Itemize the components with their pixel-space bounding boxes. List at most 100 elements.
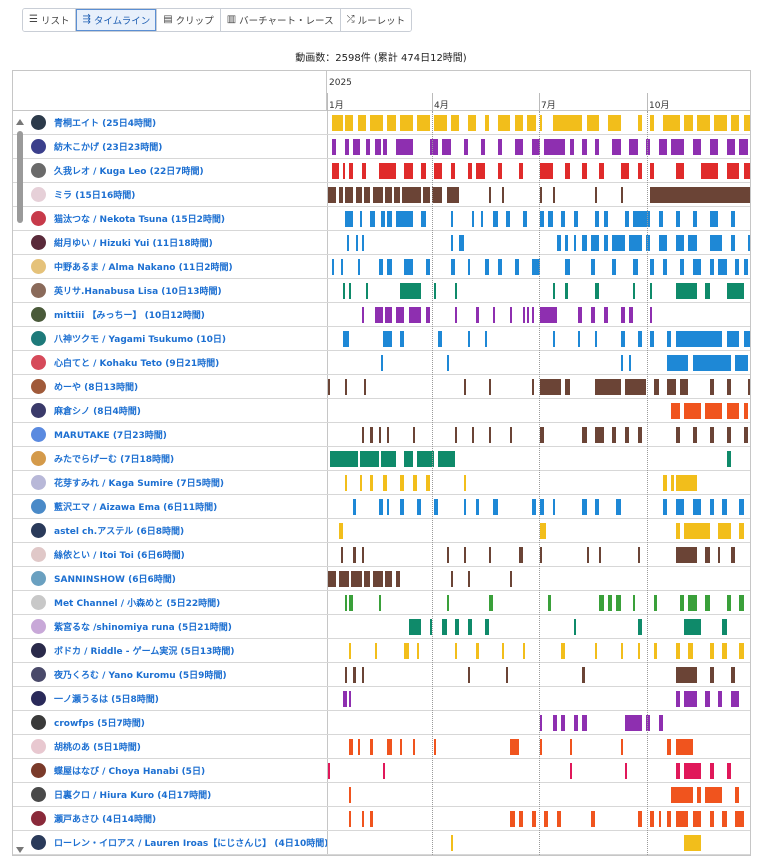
video-mark[interactable] xyxy=(692,139,702,155)
video-mark[interactable] xyxy=(675,523,680,539)
video-mark[interactable] xyxy=(650,811,655,827)
video-mark[interactable] xyxy=(599,163,604,179)
video-mark[interactable] xyxy=(349,691,352,707)
video-mark[interactable] xyxy=(412,739,415,755)
video-mark[interactable] xyxy=(366,139,371,155)
video-mark[interactable] xyxy=(540,715,543,731)
video-mark[interactable] xyxy=(573,715,579,731)
video-mark[interactable] xyxy=(404,259,413,275)
video-mark[interactable] xyxy=(338,523,343,539)
video-mark[interactable] xyxy=(679,379,689,395)
video-mark[interactable] xyxy=(421,163,426,179)
video-mark[interactable] xyxy=(569,763,572,779)
scroll-down-arrow-icon[interactable] xyxy=(16,847,24,853)
view-tab-bar-chart[interactable]: ▥ バーチャート・レース xyxy=(220,9,341,31)
video-mark[interactable] xyxy=(385,307,392,323)
video-mark[interactable] xyxy=(450,235,454,251)
video-mark[interactable] xyxy=(658,811,661,827)
video-mark[interactable] xyxy=(726,283,744,299)
video-mark[interactable] xyxy=(514,115,524,131)
video-mark[interactable] xyxy=(544,139,566,155)
video-mark[interactable] xyxy=(671,355,689,371)
channel-name-link[interactable]: 一ノ瀬うるは (5日8時間) xyxy=(54,695,159,705)
channel-name-link[interactable]: 瀬戸あさひ (4日14時間) xyxy=(54,815,157,825)
video-mark[interactable] xyxy=(620,643,623,659)
channel-name-link[interactable]: ローレン・イロアス / Lauren Iroas【にじさんじ】 (4日10時間) xyxy=(54,839,329,849)
video-mark[interactable] xyxy=(612,427,617,443)
video-mark[interactable] xyxy=(726,163,740,179)
video-mark[interactable] xyxy=(722,619,727,635)
video-mark[interactable] xyxy=(455,427,458,443)
video-mark[interactable] xyxy=(489,547,492,563)
video-mark[interactable] xyxy=(544,811,549,827)
video-mark[interactable] xyxy=(476,163,485,179)
video-mark[interactable] xyxy=(684,835,702,851)
video-mark[interactable] xyxy=(531,307,534,323)
video-mark[interactable] xyxy=(709,427,714,443)
video-mark[interactable] xyxy=(463,547,466,563)
video-mark[interactable] xyxy=(378,163,396,179)
video-mark[interactable] xyxy=(709,763,714,779)
video-mark[interactable] xyxy=(328,763,331,779)
video-mark[interactable] xyxy=(667,331,672,347)
video-mark[interactable] xyxy=(671,139,685,155)
channel-name-link[interactable]: 紺月ゆい / Hizuki Yui (11日18時間) xyxy=(54,239,213,249)
video-mark[interactable] xyxy=(531,499,536,515)
video-mark[interactable] xyxy=(523,643,526,659)
video-mark[interactable] xyxy=(688,643,693,659)
video-mark[interactable] xyxy=(612,235,625,251)
video-mark[interactable] xyxy=(709,211,719,227)
video-mark[interactable] xyxy=(523,211,528,227)
video-mark[interactable] xyxy=(650,283,653,299)
video-mark[interactable] xyxy=(434,739,437,755)
video-mark[interactable] xyxy=(747,379,750,395)
video-mark[interactable] xyxy=(370,427,373,443)
video-mark[interactable] xyxy=(347,235,350,251)
channel-name-link[interactable]: めーや (8日13時間) xyxy=(54,383,139,393)
video-mark[interactable] xyxy=(400,475,405,491)
video-mark[interactable] xyxy=(743,259,748,275)
video-mark[interactable] xyxy=(616,499,621,515)
video-mark[interactable] xyxy=(590,235,600,251)
video-mark[interactable] xyxy=(722,187,736,203)
video-mark[interactable] xyxy=(404,163,413,179)
video-mark[interactable] xyxy=(671,787,676,803)
video-mark[interactable] xyxy=(595,331,598,347)
video-mark[interactable] xyxy=(548,595,551,611)
video-mark[interactable] xyxy=(735,355,748,371)
video-mark[interactable] xyxy=(476,643,479,659)
video-mark[interactable] xyxy=(497,259,502,275)
video-mark[interactable] xyxy=(446,547,449,563)
video-mark[interactable] xyxy=(361,427,365,443)
video-mark[interactable] xyxy=(679,595,685,611)
video-mark[interactable] xyxy=(684,523,710,539)
video-mark[interactable] xyxy=(675,787,693,803)
video-mark[interactable] xyxy=(654,643,657,659)
video-mark[interactable] xyxy=(667,355,672,371)
video-mark[interactable] xyxy=(463,475,466,491)
video-mark[interactable] xyxy=(552,499,555,515)
video-mark[interactable] xyxy=(582,499,587,515)
channel-name-link[interactable]: ボドカ / Riddle - ゲーム実況 (5日13時間) xyxy=(54,647,235,657)
video-mark[interactable] xyxy=(446,187,456,203)
video-mark[interactable] xyxy=(718,691,723,707)
video-mark[interactable] xyxy=(342,691,348,707)
video-mark[interactable] xyxy=(376,139,381,155)
video-mark[interactable] xyxy=(548,211,553,227)
video-mark[interactable] xyxy=(472,427,475,443)
video-mark[interactable] xyxy=(455,283,458,299)
video-mark[interactable] xyxy=(531,811,536,827)
video-mark[interactable] xyxy=(425,475,430,491)
video-mark[interactable] xyxy=(684,403,702,419)
video-mark[interactable] xyxy=(709,235,723,251)
video-mark[interactable] xyxy=(637,643,640,659)
video-mark[interactable] xyxy=(735,787,740,803)
video-mark[interactable] xyxy=(493,211,498,227)
video-mark[interactable] xyxy=(514,139,524,155)
video-mark[interactable] xyxy=(518,547,524,563)
video-mark[interactable] xyxy=(624,715,642,731)
video-mark[interactable] xyxy=(667,739,672,755)
video-mark[interactable] xyxy=(743,115,750,131)
video-mark[interactable] xyxy=(421,211,426,227)
video-mark[interactable] xyxy=(565,259,570,275)
